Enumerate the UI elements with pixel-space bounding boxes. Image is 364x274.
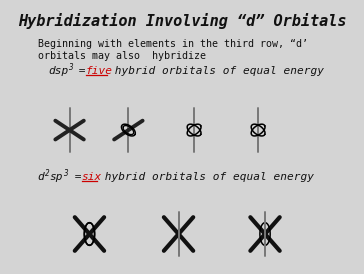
Text: =: = <box>72 66 92 76</box>
Text: Hybridization Involving “d” Orbitals: Hybridization Involving “d” Orbitals <box>18 13 346 29</box>
Text: sp: sp <box>50 172 63 182</box>
Text: 3: 3 <box>68 63 72 72</box>
Text: =: = <box>68 172 88 182</box>
Text: orbitals may also  hybridize: orbitals may also hybridize <box>37 51 206 61</box>
Text: six: six <box>82 172 102 182</box>
Text: 2: 2 <box>46 169 50 178</box>
Text: dsp: dsp <box>49 66 69 76</box>
Text: hybrid orbitals of equal energy: hybrid orbitals of equal energy <box>98 172 314 182</box>
Text: hybrid orbitals of equal energy: hybrid orbitals of equal energy <box>108 66 324 76</box>
Text: five: five <box>86 66 113 76</box>
Text: Beginning with elements in the third row, “d’: Beginning with elements in the third row… <box>37 39 308 49</box>
Text: 3: 3 <box>63 169 68 178</box>
Text: d: d <box>37 172 44 182</box>
